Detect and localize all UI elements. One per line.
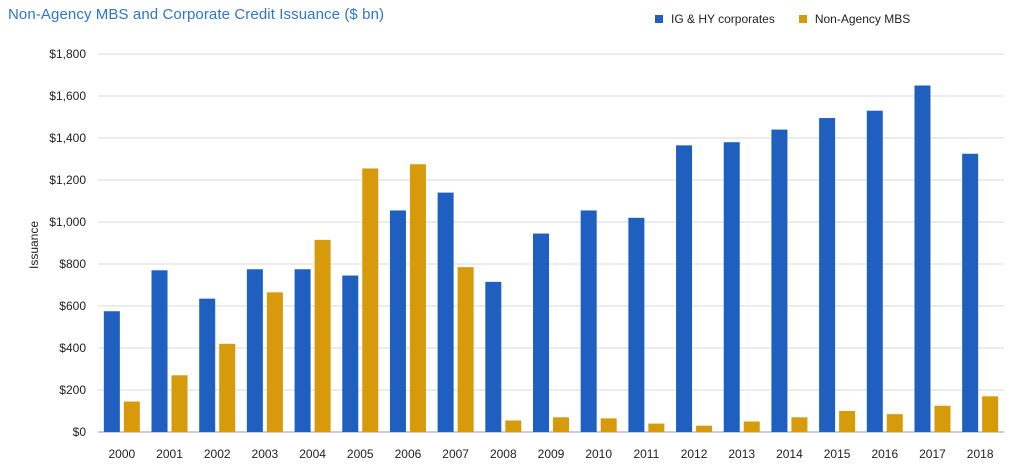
bar-non-agency-mbs [314,239,331,432]
y-tick-label: $1,800 [49,47,86,61]
bar-non-agency-mbs [409,164,426,432]
x-tick-label: 2015 [824,447,851,461]
bar-non-agency-mbs [934,405,951,432]
y-axis-label: Issuance [27,221,41,269]
y-tick-label: $1,400 [49,131,86,145]
chart-title: Non-Agency MBS and Corporate Credit Issu… [8,6,385,23]
bar-non-agency-mbs [123,401,140,432]
x-tick-label: 2018 [967,447,994,461]
x-tick-label: 2003 [252,447,279,461]
bar-non-agency-mbs [171,375,188,432]
legend-swatch-corporates [655,15,663,23]
legend-label-corporates: IG & HY corporates [671,12,775,26]
bar-corporates [723,142,740,432]
bar-corporates [771,129,788,432]
bar-non-agency-mbs [648,423,665,432]
y-axis-ticks: $0 $200 $400 $600 $800 $1,000 $1,200 $1,400 $1,6… [49,47,86,439]
x-tick-label: 2014 [776,447,803,461]
y-tick-label: $1,200 [49,173,86,187]
y-tick-label: $0 [73,425,87,439]
x-tick-label: 2007 [442,447,469,461]
bar-non-agency-mbs [266,292,283,432]
legend-label-mbs: Non-Agency MBS [814,12,911,26]
bar-non-agency-mbs [600,418,617,432]
bar-non-agency-mbs [886,414,903,432]
x-tick-label: 2013 [728,447,755,461]
x-tick-label: 2010 [585,447,612,461]
x-tick-label: 2006 [395,447,422,461]
bar-corporates [866,110,883,432]
bar-corporates [819,118,836,433]
bar-corporates [199,298,216,432]
bar-non-agency-mbs [743,421,760,432]
bar-non-agency-mbs [362,168,379,432]
bar-corporates [246,269,263,432]
x-tick-label: 2005 [347,447,374,461]
bar-corporates [676,145,693,432]
bar-corporates [389,210,406,432]
bar-corporates [580,210,597,432]
x-tick-label: 2017 [919,447,946,461]
bar-non-agency-mbs [839,411,856,432]
x-axis-ticks: 2000 2001 2002 2003 2004 2005 2006 2007 2008 2009… [108,447,993,461]
y-tick-label: $1,000 [49,215,86,229]
x-tick-label: 2008 [490,447,517,461]
y-tick-label: $600 [59,299,86,313]
legend-swatch-mbs [798,15,807,23]
x-tick-label: 2000 [108,447,135,461]
bar-corporates [533,233,549,432]
bar-corporates [342,275,359,432]
bar-corporates [294,269,311,432]
bar-non-agency-mbs [457,267,474,432]
x-tick-label: 2002 [204,447,231,461]
bar-non-agency-mbs [505,420,522,432]
x-tick-label: 2009 [538,447,565,461]
bar-corporates [485,281,502,432]
y-tick-label: $1,600 [49,89,86,103]
bar-corporates [151,270,168,432]
y-tick-label: $800 [59,257,86,271]
legend-item-mbs: Non-Agency MBS [798,12,911,26]
bar-non-agency-mbs [791,417,808,432]
y-tick-label: $200 [59,383,86,397]
bar-corporates [914,85,931,432]
bar-corporates [962,153,979,432]
gridlines [98,53,1004,433]
x-tick-label: 2004 [299,447,326,461]
x-tick-label: 2012 [681,447,708,461]
bar-non-agency-mbs [219,343,236,432]
bars [103,85,999,433]
legend-item-corporates: IG & HY corporates [655,12,775,26]
legend: IG & HY corporates Non-Agency MBS [655,12,934,26]
x-tick-label: 2016 [871,447,898,461]
x-tick-label: 2011 [633,447,659,461]
bar-non-agency-mbs [982,396,999,432]
bar-non-agency-mbs [553,417,569,432]
bar-non-agency-mbs [696,425,713,432]
x-tick-label: 2001 [156,447,183,461]
bar-corporates [103,311,120,432]
bar-corporates [437,192,454,432]
y-tick-label: $400 [59,341,86,355]
bar-corporates [628,217,645,432]
